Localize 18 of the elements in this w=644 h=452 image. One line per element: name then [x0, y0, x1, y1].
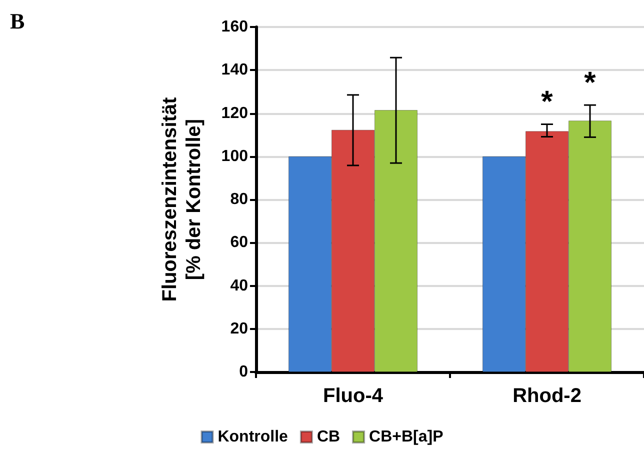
annotation: *: [541, 86, 554, 119]
y-tick-label: 0: [239, 364, 248, 380]
y-tick-label: 60: [230, 234, 248, 252]
y-axis-title: Fluoreszenzintensität [% der Kontrolle]: [159, 96, 205, 302]
y-tick-label: 120: [221, 104, 248, 122]
annotation: *: [584, 66, 596, 100]
legend-label: Kontrolle: [218, 428, 288, 446]
legend-label: CB+B[a]P: [369, 428, 444, 446]
y-tick-label: 160: [221, 18, 248, 36]
y-tick-label: 140: [221, 62, 248, 79]
y-tick-label: 80: [230, 191, 248, 208]
x-tick-label: Rhod-2: [512, 385, 582, 407]
x-tick-label: Fluo-4: [323, 385, 384, 407]
y-tick-label: 40: [230, 277, 248, 294]
y-tick-label: 20: [230, 320, 248, 338]
legend-label: CB: [316, 428, 340, 446]
text: B: [10, 8, 25, 34]
y-tick-label: 100: [221, 148, 248, 165]
